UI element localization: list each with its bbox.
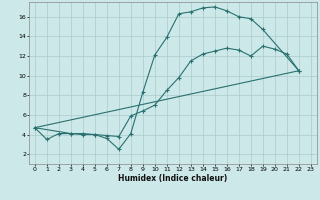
X-axis label: Humidex (Indice chaleur): Humidex (Indice chaleur) — [118, 174, 228, 183]
